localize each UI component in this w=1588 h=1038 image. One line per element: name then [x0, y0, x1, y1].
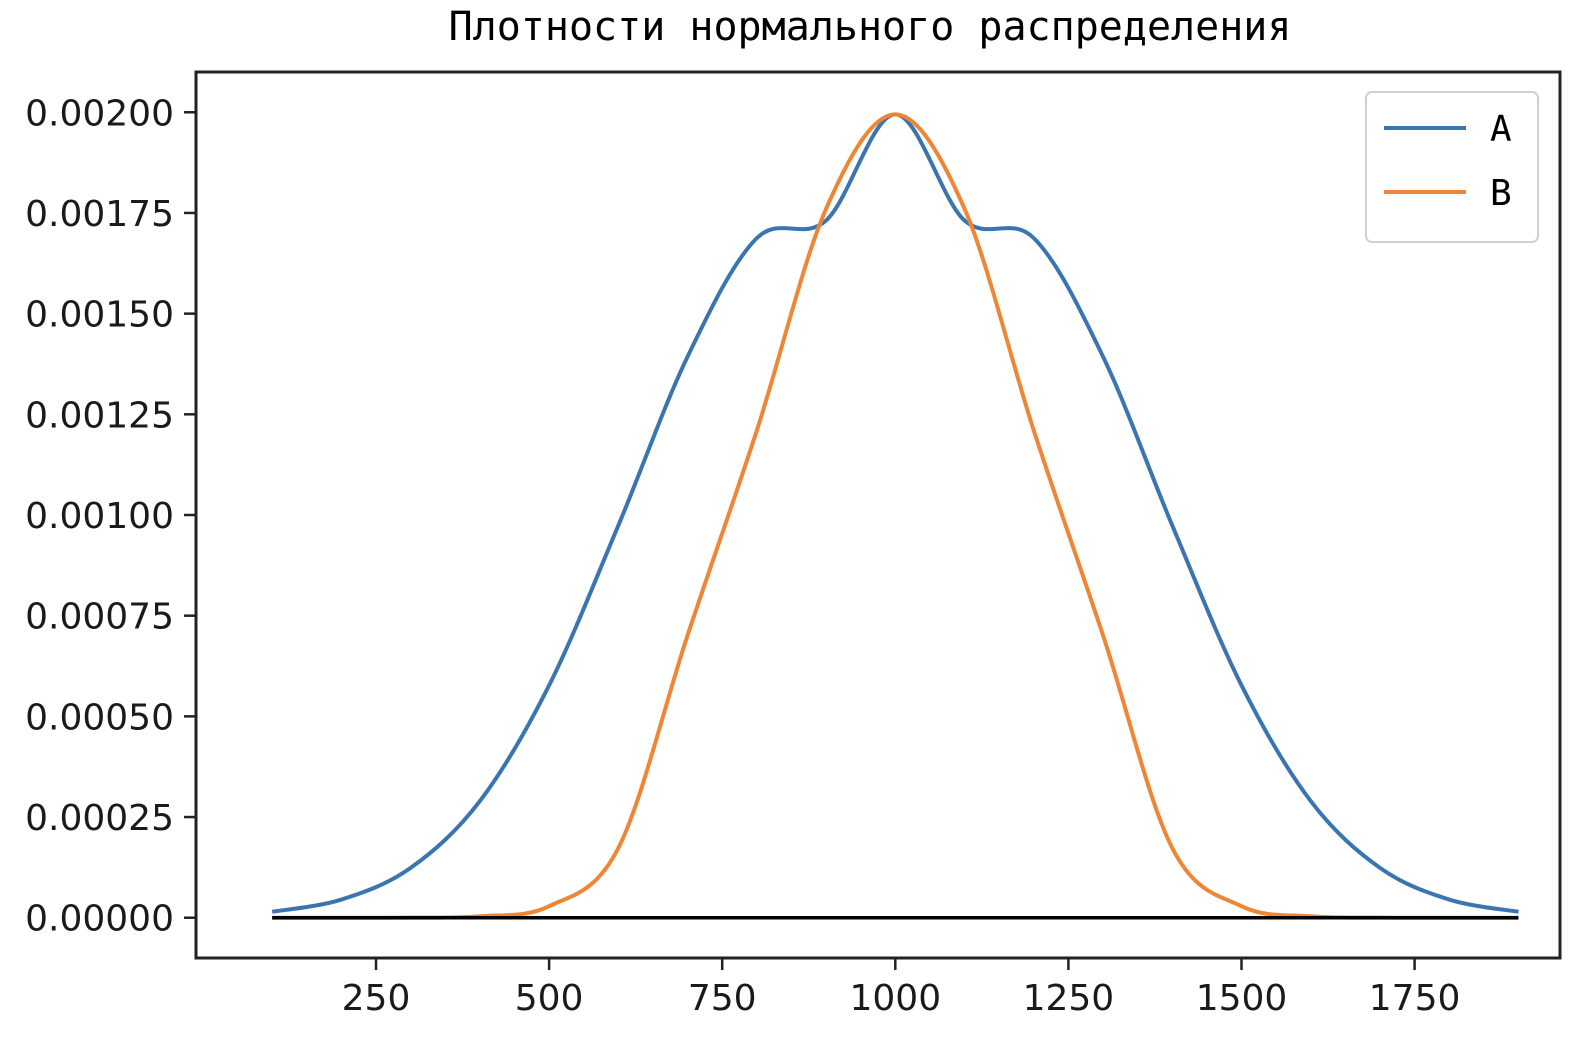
y-axis: 0.00000 0.00025 0.00050 0.00075 0.00100 0.001… [25, 93, 196, 940]
y-tick-label: 0.00050 [25, 697, 174, 738]
legend-box [1365, 91, 1539, 243]
plot-frame [194, 70, 1562, 960]
x-tick-label: 750 [688, 978, 757, 1019]
y-tick-label: 0.00000 [25, 899, 174, 940]
series-line-b [272, 112, 1519, 920]
x-axis: 250 500 750 1000 1250 1500 1750 [342, 958, 1461, 1019]
x-tick-label: 250 [342, 978, 411, 1019]
plot-area [271, 112, 1519, 920]
series-line-a [271, 112, 1519, 914]
x-tick-label: 1750 [1369, 978, 1461, 1019]
y-tick-label: 0.00100 [25, 496, 174, 537]
y-tick-label: 0.00075 [25, 597, 174, 638]
x-tick-label: 1000 [849, 978, 941, 1019]
y-tick-label: 0.00175 [25, 194, 174, 235]
x-tick-label: 1250 [1023, 978, 1115, 1019]
y-tick-label: 0.00025 [25, 798, 174, 839]
chart-title: Плотности нормального распределения [449, 4, 1292, 50]
legend-label-b: B [1490, 173, 1512, 214]
legend: AB [1365, 91, 1539, 243]
y-tick-label: 0.00200 [25, 93, 174, 134]
legend-label-a: A [1490, 109, 1512, 150]
x-tick-label: 500 [515, 978, 584, 1019]
y-tick-label: 0.00125 [25, 395, 174, 436]
x-tick-label: 1500 [1196, 978, 1288, 1019]
y-tick-label: 0.00150 [25, 295, 174, 336]
